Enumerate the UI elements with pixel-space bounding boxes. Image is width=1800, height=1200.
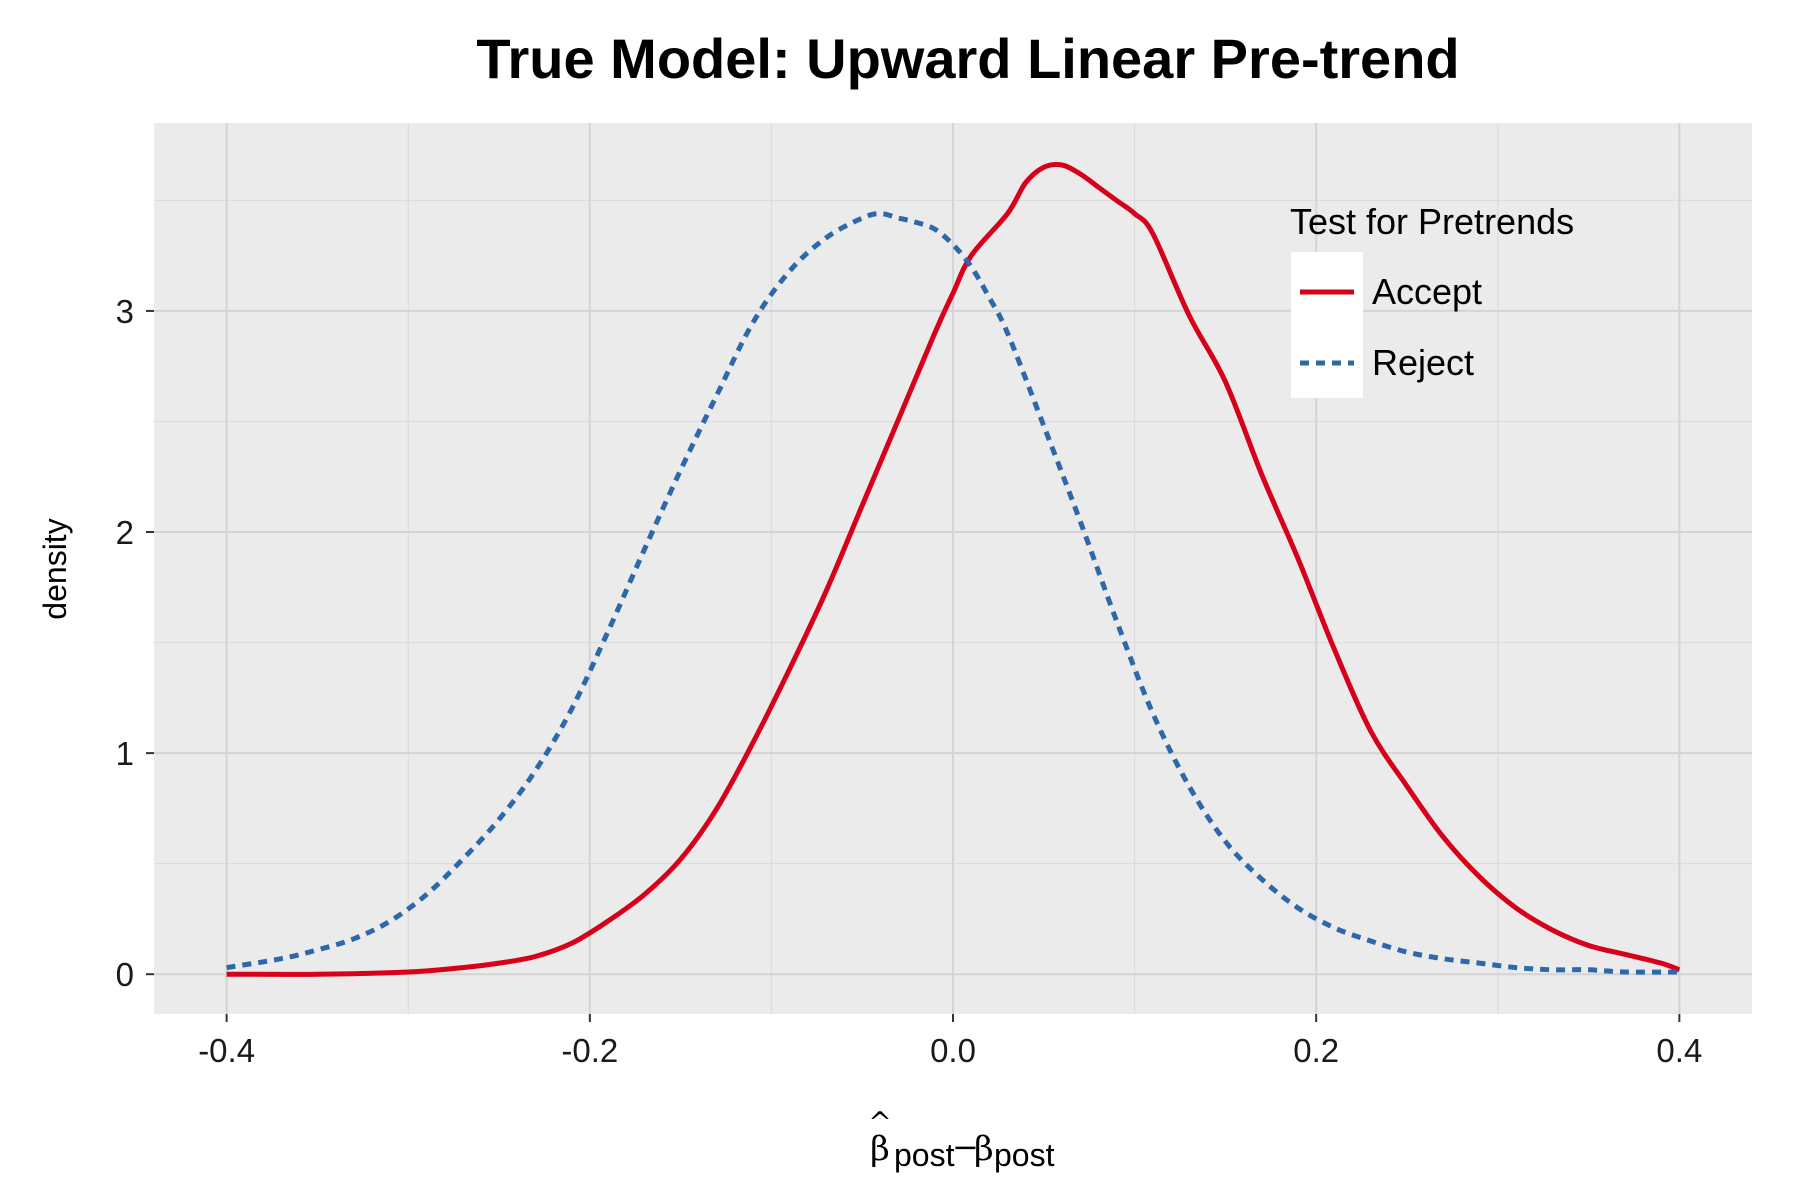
x-tick-label: -0.4 (198, 1032, 255, 1069)
y-tick-label: 1 (116, 735, 134, 772)
series-line-reject (226, 211, 1680, 975)
x-tick-label: -0.2 (561, 1032, 618, 1069)
y-tick-label: 0 (116, 956, 134, 993)
legend-label-accept: Accept (1372, 271, 1482, 312)
x-label-sub-post-2: post (994, 1137, 1055, 1173)
x-tick-label: 0.0 (930, 1032, 976, 1069)
x-label-beta: β (974, 1129, 994, 1169)
x-tick-label: 0.2 (1293, 1032, 1339, 1069)
chart-title: True Model: Upward Linear Pre-trend (476, 27, 1459, 90)
legend-label-reject: Reject (1372, 342, 1474, 383)
x-label-hat: ^ (868, 1106, 891, 1139)
legend-title: Test for Pretrends (1290, 201, 1574, 242)
legend: Test for Pretrends Accept Reject (1290, 201, 1574, 398)
x-tick-label: 0.4 (1656, 1032, 1702, 1069)
series-line-accept (226, 161, 1681, 977)
y-axis-label: density (37, 518, 73, 619)
grid-lines (154, 123, 1752, 1014)
y-axis-ticks: 0 1 2 3 (116, 293, 154, 993)
x-label-beta-hat: β (870, 1129, 890, 1169)
y-tick-label: 3 (116, 293, 134, 330)
x-axis-label: ^ β post − β post (868, 1106, 1054, 1173)
legend-item-accept: Accept (1300, 271, 1482, 312)
x-axis-ticks: -0.4 -0.2 0.0 0.2 0.4 (198, 1014, 1702, 1069)
series-layer (226, 161, 1681, 977)
y-tick-label: 2 (116, 514, 134, 551)
x-label-sub-post-1: post (894, 1137, 955, 1173)
legend-item-reject: Reject (1300, 342, 1474, 383)
x-label-minus: − (952, 1128, 979, 1166)
legend-key-box (1291, 252, 1363, 398)
